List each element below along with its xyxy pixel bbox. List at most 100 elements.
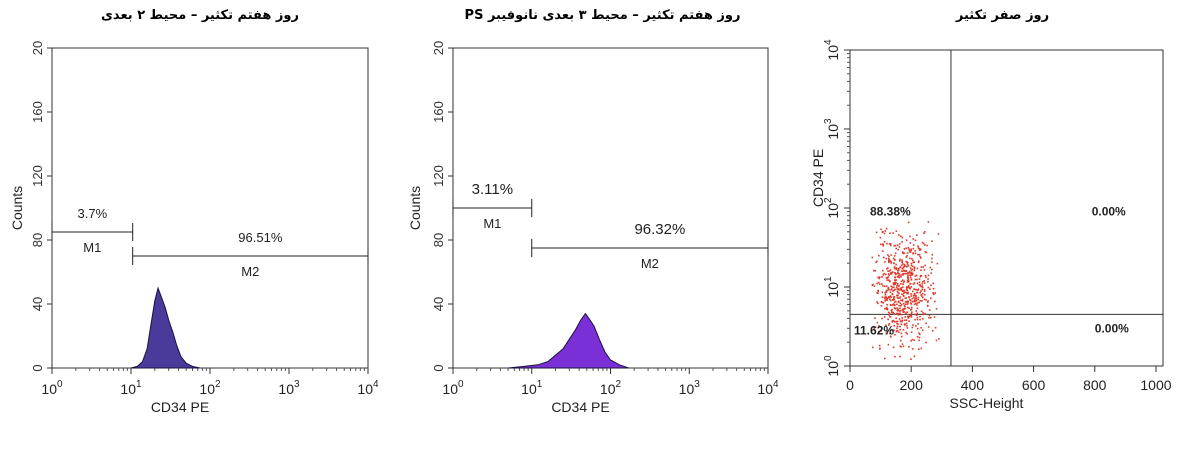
data-point xyxy=(907,286,910,288)
data-point xyxy=(889,269,892,271)
data-point xyxy=(917,247,920,249)
data-point xyxy=(905,322,908,325)
data-point xyxy=(903,308,906,310)
data-point xyxy=(904,265,907,267)
histogram-chart: 0 40 80 120 160 20 Counts 100 101 102 103 104 CD34 P… xyxy=(407,41,779,415)
data-point xyxy=(897,270,899,272)
data-point xyxy=(900,299,902,302)
data-point xyxy=(917,260,920,262)
data-point xyxy=(908,320,910,322)
data-point xyxy=(882,244,885,247)
data-point xyxy=(893,298,896,301)
data-point xyxy=(905,260,907,263)
data-point xyxy=(906,292,909,295)
data-point xyxy=(904,301,907,303)
data-point xyxy=(897,294,899,297)
data-point xyxy=(915,297,917,300)
data-point xyxy=(878,325,880,327)
data-point xyxy=(937,233,940,235)
data-point xyxy=(910,262,913,265)
data-point xyxy=(893,281,896,284)
data-point xyxy=(927,286,930,289)
data-point xyxy=(899,258,901,261)
data-point xyxy=(921,283,924,285)
data-point xyxy=(891,309,893,311)
data-point xyxy=(920,266,923,268)
data-point xyxy=(910,312,913,315)
data-point xyxy=(883,240,886,243)
y-axis-label: Counts xyxy=(407,186,423,230)
data-point xyxy=(901,251,904,253)
data-point xyxy=(933,316,936,318)
data-point xyxy=(919,315,921,318)
data-point xyxy=(901,286,904,288)
data-point xyxy=(896,297,899,299)
data-point xyxy=(904,291,906,294)
data-point xyxy=(893,289,896,292)
data-point xyxy=(887,287,890,290)
data-point xyxy=(906,332,909,335)
data-point xyxy=(911,265,914,268)
data-point xyxy=(922,242,925,245)
histogram-area xyxy=(130,286,201,369)
data-point xyxy=(909,299,912,302)
data-point xyxy=(885,277,888,279)
data-point xyxy=(875,261,877,263)
data-point xyxy=(880,305,883,307)
data-point xyxy=(877,281,880,284)
data-point xyxy=(923,288,926,291)
data-point xyxy=(873,285,876,287)
data-point xyxy=(890,260,892,263)
data-point xyxy=(906,263,909,265)
data-point xyxy=(905,303,907,306)
data-point xyxy=(888,312,891,315)
data-point xyxy=(921,299,923,302)
data-point xyxy=(910,331,913,334)
data-point xyxy=(891,312,893,314)
data-point xyxy=(897,269,900,271)
data-point xyxy=(910,316,913,318)
data-point xyxy=(902,266,905,269)
data-point xyxy=(925,299,927,301)
data-point xyxy=(897,248,900,251)
data-point xyxy=(899,296,902,299)
data-point xyxy=(927,300,929,302)
data-point xyxy=(910,272,913,275)
data-point xyxy=(906,324,908,327)
data-point xyxy=(916,316,919,319)
data-point xyxy=(920,274,923,277)
data-point xyxy=(902,283,904,286)
data-point xyxy=(887,343,890,346)
data-point xyxy=(902,281,905,284)
data-point xyxy=(910,358,912,360)
data-point xyxy=(888,289,890,291)
data-point xyxy=(915,274,918,277)
data-point xyxy=(917,296,920,299)
data-point xyxy=(898,246,901,248)
data-point xyxy=(903,304,906,307)
data-point xyxy=(920,294,922,296)
x-tick-label: 800 xyxy=(1083,377,1107,393)
data-point xyxy=(897,331,900,333)
scatter-panel-day0: روز صفر تکثیر 100 101 102 103 104 CD34 PE 0 200… xyxy=(805,0,1200,457)
data-point xyxy=(894,279,896,281)
data-point xyxy=(890,289,892,291)
data-point xyxy=(883,316,886,318)
data-point xyxy=(895,230,898,232)
marker-percent: 96.32% xyxy=(634,221,685,238)
data-point xyxy=(907,278,910,281)
data-point xyxy=(896,294,898,297)
data-point xyxy=(911,273,913,276)
data-point xyxy=(934,300,936,303)
data-point xyxy=(913,355,916,358)
histogram-panel-2d: روز هفتم تکثیر – محیط ۲ بعدی 0 40 80 120 160… xyxy=(0,0,400,457)
data-point xyxy=(926,244,928,247)
data-point xyxy=(920,310,923,313)
data-point xyxy=(889,244,892,247)
x-tick-label: 102 xyxy=(199,379,221,397)
x-tick-label: 100 xyxy=(41,379,63,397)
data-point xyxy=(908,248,910,251)
data-point xyxy=(881,231,884,234)
data-point xyxy=(907,221,910,224)
data-point xyxy=(897,323,899,325)
